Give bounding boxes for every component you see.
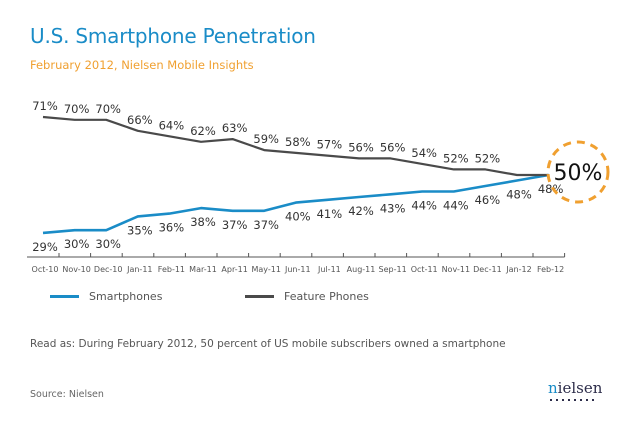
- source-text: Source: Nielsen: [30, 389, 104, 400]
- feature-phones-data-label: 58%: [285, 135, 311, 149]
- series-line-feature-phones: [42, 115, 549, 177]
- feature-phones-data-label: 52%: [475, 151, 501, 165]
- x-tick-label: Jan-12: [505, 265, 531, 274]
- smartphones-data-label: 30%: [64, 237, 90, 251]
- feature-phones-data-label: 70%: [64, 102, 90, 116]
- smartphones-data-label: 35%: [127, 223, 153, 237]
- x-tick-label: Apr-11: [221, 265, 247, 274]
- x-axis: Oct-10 Nov-10 Dec-10 Jan-11 Feb-11 Mar-11 Apr-…: [27, 253, 566, 274]
- feature-phones-data-label: 66%: [127, 113, 153, 127]
- feature-phones-data-label: 56%: [380, 140, 406, 154]
- feature-phones-data-label: 52%: [443, 151, 469, 165]
- x-tick-label: Feb-11: [158, 265, 185, 274]
- x-tick-label: Feb-12: [537, 265, 564, 274]
- smartphones-data-label: 37%: [253, 218, 279, 232]
- series-lines: [42, 115, 549, 235]
- series-line-smartphones: [42, 173, 549, 235]
- x-tick-label: Oct-10: [32, 265, 59, 274]
- legend-label-feature-phones: Feature Phones: [284, 290, 369, 303]
- smartphones-data-label: 42%: [348, 204, 374, 218]
- x-tick-label: Jul-11: [317, 265, 341, 274]
- smartphones-data-label: 29%: [32, 240, 58, 254]
- x-tick-label: Jan-11: [126, 265, 152, 274]
- x-tick-label: Mar-11: [189, 265, 217, 274]
- x-tick-label: Nov-10: [62, 265, 90, 274]
- line-chart: Oct-10 Nov-10 Dec-10 Jan-11 Feb-11 Mar-11 Apr-…: [27, 99, 610, 274]
- smartphones-data-label: 44%: [411, 199, 437, 213]
- x-tick-label: Dec-10: [94, 265, 123, 274]
- x-tick-label: Nov-11: [442, 265, 470, 274]
- legend-item-smartphones: Smartphones: [50, 290, 162, 303]
- smartphones-data-label: 38%: [190, 215, 216, 229]
- legend-item-feature-phones: Feature Phones: [245, 290, 369, 303]
- highlight: 50%: [546, 140, 610, 204]
- feature-phones-data-label: 63%: [222, 121, 248, 135]
- smartphones-data-label: 37%: [222, 218, 248, 232]
- feature-phones-data-label: 57%: [317, 138, 343, 152]
- nielsen-logo: nielsen: [548, 379, 603, 397]
- legend-label-smartphones: Smartphones: [89, 290, 163, 303]
- highlight-label: 50%: [554, 161, 603, 186]
- feature-phones-data-label: 70%: [95, 102, 121, 116]
- chart-subtitle: February 2012, Nielsen Mobile Insights: [30, 58, 254, 72]
- smartphones-data-label: 44%: [443, 199, 469, 213]
- smartphones-data-label: 40%: [285, 210, 311, 224]
- feature-phones-data-label: 56%: [348, 140, 374, 154]
- x-tick-label: Aug-11: [347, 265, 376, 274]
- smartphones-data-label: 48%: [506, 187, 532, 201]
- smartphones-data-label: 46%: [475, 193, 501, 207]
- feature-phones-data-label: 64%: [159, 118, 185, 132]
- highlight-circle: [546, 140, 610, 204]
- x-tick-label: Jun-11: [284, 265, 311, 274]
- x-tick-label: Oct-11: [411, 265, 438, 274]
- logo-dots-decoration: [550, 399, 598, 401]
- read-as-note: Read as: During February 2012, 50 percen…: [30, 338, 506, 350]
- x-tick-label: Dec-11: [473, 265, 502, 274]
- feature-phones-data-label: 71%: [32, 99, 58, 113]
- chart-title: U.S. Smartphone Penetration: [30, 24, 316, 48]
- feature-phones-data-label: 62%: [190, 124, 216, 138]
- x-tick-label: May-11: [251, 265, 280, 274]
- feature-phones-data-label: 54%: [411, 146, 437, 160]
- feature-phones-data-label: 59%: [253, 132, 279, 146]
- legend-swatch-smartphones: [50, 295, 79, 298]
- smartphones-data-label: 41%: [317, 207, 343, 221]
- x-tick-label: Sep-11: [379, 265, 407, 274]
- smartphones-data-label: 36%: [159, 221, 185, 235]
- data-labels: 29% 30% 30% 35% 36% 38% 37% 37% 40% 41% 42% 43% 44% 4…: [32, 99, 563, 254]
- smartphones-data-label: 43%: [380, 201, 406, 215]
- legend-swatch-feature-phones: [245, 295, 274, 298]
- smartphones-data-label: 30%: [95, 237, 121, 251]
